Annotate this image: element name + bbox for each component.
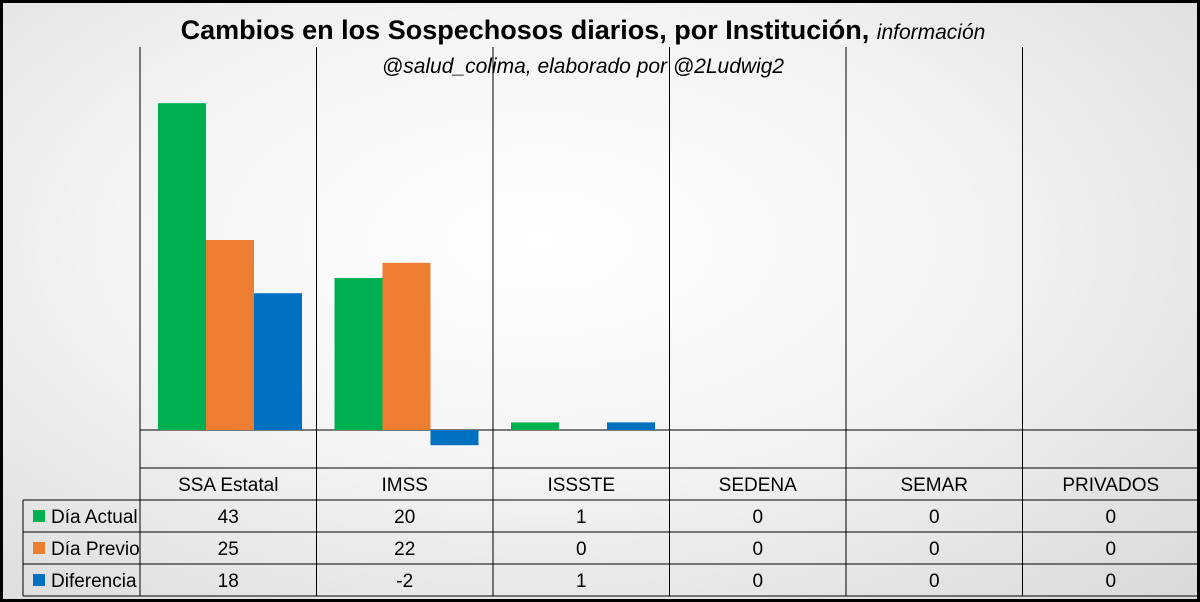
- data-table-value: 20: [394, 507, 415, 528]
- data-table-value: -2: [396, 571, 413, 592]
- data-table-value: 0: [929, 539, 940, 560]
- legend-series-name: Día Actual: [51, 507, 138, 528]
- bar: [158, 103, 206, 430]
- data-table-value: 0: [752, 507, 763, 528]
- bar: [206, 240, 254, 430]
- data-table-value: 0: [752, 539, 763, 560]
- data-table-value: 0: [1105, 571, 1116, 592]
- legend-key: [33, 542, 45, 554]
- data-table-value: 0: [752, 571, 763, 592]
- chart-title-tail: información: [876, 21, 986, 44]
- data-table-value: 43: [218, 507, 239, 528]
- data-table-value: 22: [394, 539, 415, 560]
- category-label: IMSS: [382, 475, 428, 496]
- category-label: SEDENA: [719, 475, 797, 496]
- data-table-value: 18: [218, 571, 239, 592]
- legend-key: [33, 574, 45, 586]
- data-table-value: 25: [218, 539, 239, 560]
- legend-series-name: Día Previo: [51, 539, 140, 560]
- category-label: SEMAR: [900, 475, 968, 496]
- bar: [607, 422, 655, 430]
- bar: [254, 293, 302, 430]
- data-table-value: 0: [1105, 507, 1116, 528]
- legend-key: [33, 510, 45, 522]
- bar: [382, 262, 431, 430]
- chart-title-text: Cambios en los Sospechosos diarios, por …: [180, 15, 870, 45]
- category-label: PRIVADOS: [1062, 475, 1159, 496]
- data-table-value: 0: [929, 571, 940, 592]
- category-label: ISSSTE: [547, 475, 615, 496]
- chart-subtitle: @salud_colima, elaborado por @2Ludwig2: [381, 55, 785, 78]
- chart-title: Cambios en los Sospechosos diarios, por …: [3, 15, 1163, 46]
- bar: [511, 422, 559, 430]
- bar: [430, 430, 479, 446]
- data-table-value: 1: [576, 507, 587, 528]
- legend-series-name: Diferencia: [51, 571, 137, 592]
- data-table-value: 1: [576, 571, 587, 592]
- data-table-value: 0: [1105, 539, 1116, 560]
- category-label: SSA Estatal: [178, 475, 278, 496]
- bar: [334, 278, 383, 430]
- chart-svg: SSA Estatal IMSS ISSSTE SEDENA SEMAR PRIVADOS…: [22, 47, 1197, 597]
- data-table-value: 0: [929, 507, 940, 528]
- data-table-value: 0: [576, 539, 587, 560]
